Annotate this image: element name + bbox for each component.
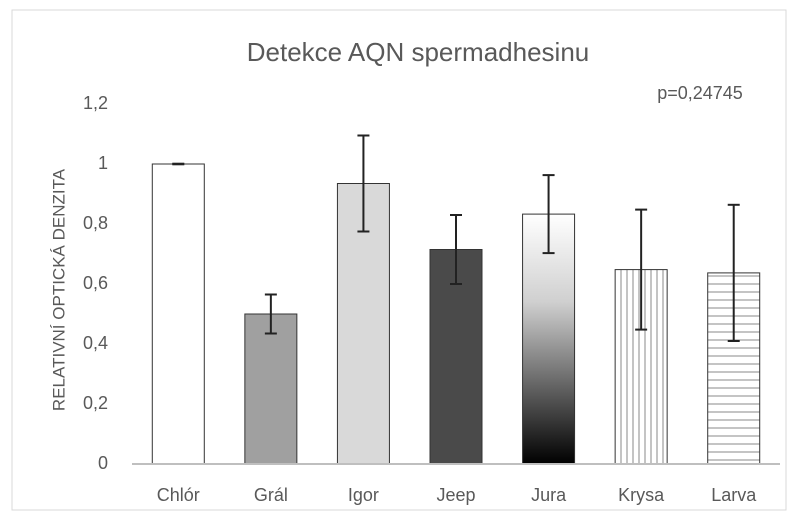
error-bar — [727, 203, 740, 342]
y-tick-label: 0,6 — [83, 273, 108, 293]
x-tick-label: Jeep — [436, 485, 475, 505]
error-bar — [450, 214, 462, 285]
y-tick-label: 0 — [98, 453, 108, 473]
annotation: p=0,24745 — [657, 83, 743, 103]
y-tick-label: 0,8 — [83, 213, 108, 233]
error-bar — [542, 174, 555, 255]
y-tick-label: 0,2 — [83, 393, 108, 413]
x-tick-label: Igor — [348, 485, 379, 505]
error-bar — [357, 134, 370, 233]
x-tick-label: Grál — [254, 485, 288, 505]
y-axis-label: RELATIVNÍ OPTICKÁ DENZITA — [49, 168, 68, 411]
x-tick-label: Jura — [531, 485, 567, 505]
x-tick-label: Larva — [711, 485, 757, 505]
chart-title: Detekce AQN spermadhesinu — [247, 37, 590, 67]
x-tick-label: Krysa — [618, 485, 665, 505]
error-bar — [172, 162, 185, 166]
bar — [244, 313, 298, 465]
error-bar — [264, 293, 277, 335]
y-tick-label: 1 — [98, 153, 108, 173]
x-tick-label: Chlór — [157, 485, 200, 505]
y-tick-label: 0,4 — [83, 333, 108, 353]
bar — [151, 163, 205, 465]
y-tick-label: 1,2 — [83, 93, 108, 113]
error-bar — [635, 208, 648, 331]
